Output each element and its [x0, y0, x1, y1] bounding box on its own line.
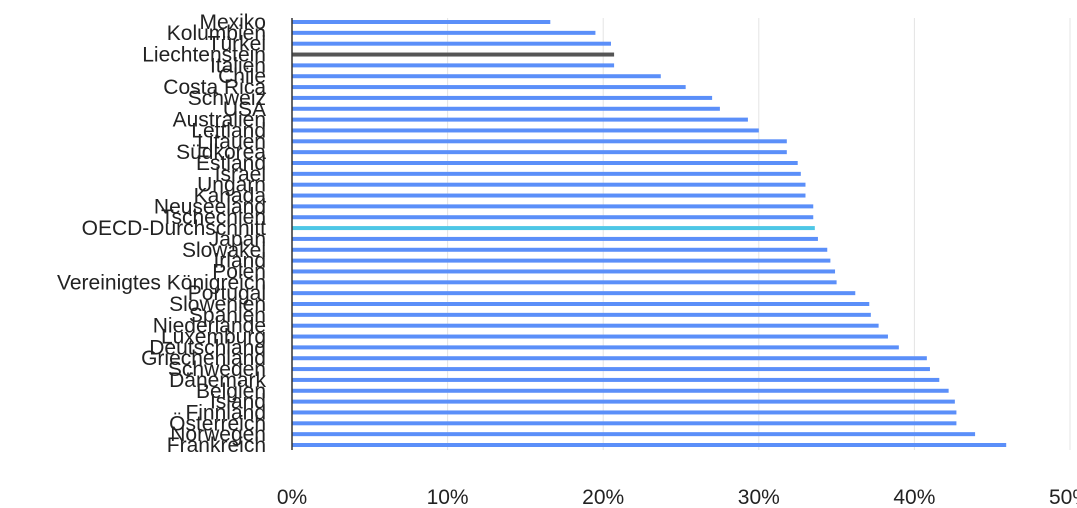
category-label-tschechien: Tschechien [161, 206, 266, 229]
category-label-schweden: Schweden [168, 358, 266, 381]
bar-finnland [292, 410, 957, 415]
category-label-island: Island [210, 391, 266, 414]
bar-chile [292, 74, 661, 79]
bar-island [292, 399, 955, 404]
bar-kanada [292, 193, 806, 198]
category-label-osterreich: Österreich [169, 412, 266, 435]
bar-niederlande [292, 323, 879, 328]
bar-oecd-durchschnitt [292, 226, 815, 231]
category-label-deutschland: Deutschland [149, 336, 266, 359]
x-tick-label-0: 0% [277, 486, 307, 508]
category-label-oecd-durchschnitt: OECD-Durchschnitt [82, 217, 267, 240]
x-tick-label-20: 20% [582, 486, 624, 508]
category-label-kanada: Kanada [194, 185, 267, 208]
category-label-liechtenstein: Liechtenstein [142, 44, 266, 67]
category-label-costa-rica: Costa Rica [163, 76, 266, 99]
category-label-luxemburg: Luxemburg [161, 326, 266, 349]
gridlines [447, 18, 1071, 450]
category-label-italien: Italien [210, 54, 266, 77]
bar-israel [292, 171, 801, 176]
bar-slowakei [292, 247, 828, 252]
category-label-israel: Israel [215, 163, 266, 186]
category-label-chile: Chile [218, 65, 266, 88]
category-label-lettland: Lettland [191, 119, 266, 142]
category-label-mexiko: Mexiko [199, 11, 266, 34]
bar-kolumbien [292, 30, 596, 35]
bar-italien [292, 63, 615, 68]
bar-osterreich [292, 421, 957, 426]
bar-deutschland [292, 345, 899, 350]
x-tick-label-30: 30% [738, 486, 780, 508]
bars [292, 20, 1007, 447]
bar-luxemburg [292, 334, 888, 339]
category-label-belgien: Belgien [196, 380, 266, 403]
category-label-usa: USA [223, 98, 266, 121]
bar-neuseeland [292, 204, 814, 209]
category-label-griechenland: Griechenland [141, 347, 266, 370]
category-label-turkei: Türkei [208, 33, 266, 56]
bar-spanien [292, 312, 871, 317]
bar-griechenland [292, 356, 927, 361]
category-label-ungarn: Ungarn [197, 174, 266, 197]
bar-slowenien [292, 302, 870, 306]
category-label-polen: Polen [212, 260, 266, 283]
bar-irland [292, 258, 831, 263]
x-tick-labels: 0% 10% 20% 30% 40% 50% [277, 486, 1077, 508]
category-label-schweiz: Schweiz [188, 87, 266, 110]
bar-norwegen [292, 432, 976, 437]
category-label-litauen: Litauen [197, 130, 266, 153]
bar-mexiko [292, 20, 551, 24]
bar-vereinigtes-konigreich [292, 280, 837, 285]
bar-ungarn [292, 182, 806, 187]
bar-portugal [292, 291, 856, 296]
bar-litauen [292, 139, 787, 144]
bar-schweden [292, 367, 930, 372]
category-label-sudkorea: Südkorea [176, 141, 266, 164]
bar-tschechien [292, 215, 814, 220]
x-tick-label-40: 40% [893, 486, 935, 508]
bar-sudkorea [292, 150, 787, 155]
category-label-slowakei: Slowakei [182, 239, 266, 262]
category-labels: MexikoKolumbienTürkeiLiechtensteinItalie… [57, 11, 266, 457]
category-label-japan: Japan [209, 228, 266, 251]
bar-frankreich [292, 443, 1007, 447]
category-label-estland: Estland [196, 152, 266, 175]
category-label-spanien: Spanien [189, 304, 266, 327]
bar-danemark [292, 377, 940, 382]
bar-polen [292, 269, 836, 274]
category-label-danemark: Dänemark [169, 369, 266, 392]
x-tick-label-10: 10% [427, 486, 469, 508]
category-label-finnland: Finnland [185, 401, 266, 424]
category-label-kolumbien: Kolumbien [167, 22, 266, 45]
bar-schweiz [292, 95, 713, 100]
bar-lettland [292, 128, 759, 133]
category-label-irland: Irland [213, 250, 266, 273]
category-label-portugal: Portugal [188, 282, 266, 305]
bar-japan [292, 236, 818, 241]
bar-usa [292, 106, 720, 111]
x-tick-label-50: 50% [1049, 486, 1077, 508]
category-label-slowenien: Slowenien [169, 293, 266, 316]
bar-estland [292, 161, 798, 165]
category-label-neuseeland: Neuseeland [154, 195, 266, 218]
bar-australien [292, 117, 748, 122]
bar-costa-rica [292, 85, 686, 90]
category-label-australien: Australien [173, 109, 266, 132]
category-label-niederlande: Niederlande [153, 315, 266, 338]
category-label-vereinigtes-konigreich: Vereinigtes Königreich [57, 271, 266, 294]
bar-belgien [292, 388, 949, 393]
bar-liechtenstein [292, 52, 615, 57]
bar-turkei [292, 41, 611, 46]
category-label-norwegen: Norwegen [170, 423, 266, 446]
category-label-frankreich: Frankreich [167, 434, 266, 457]
